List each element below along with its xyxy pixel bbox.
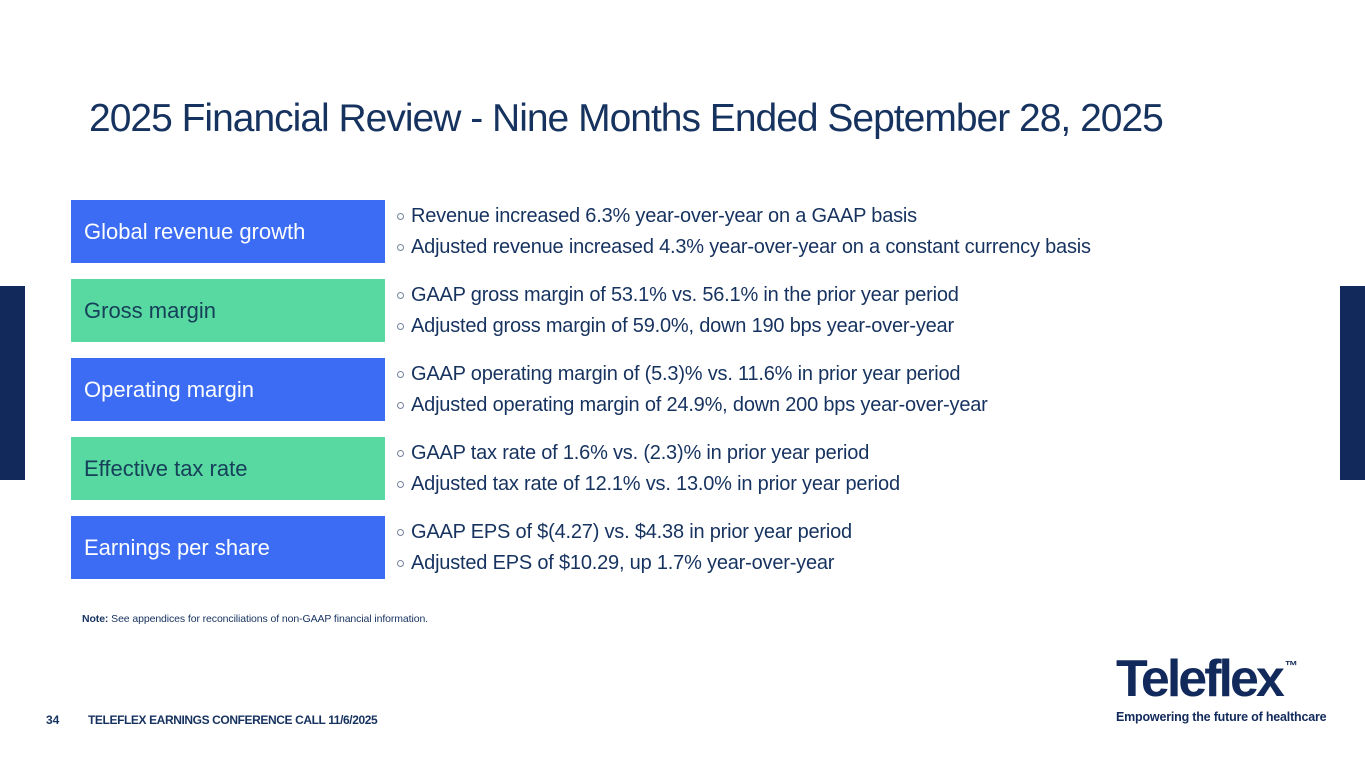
row-operating-margin: Operating margin GAAP operating margin o… — [71, 358, 1091, 421]
bullet-group: GAAP operating margin of (5.3)% vs. 11.6… — [385, 358, 988, 421]
left-accent-bar — [0, 286, 25, 480]
row-label-gross-margin: Gross margin — [71, 279, 385, 342]
bullet-text: GAAP tax rate of 1.6% vs. (2.3)% in prio… — [411, 441, 870, 464]
teleflex-logo: Teleflex ™ Empowering the future of healt… — [1116, 652, 1346, 724]
right-accent-bar — [1340, 286, 1365, 480]
bullet-text: Adjusted gross margin of 59.0%, down 190… — [411, 314, 954, 337]
bullet-text: Adjusted revenue increased 4.3% year-ove… — [411, 235, 1091, 258]
bullet-item: Adjusted EPS of $10.29, up 1.7% year-ove… — [397, 548, 852, 579]
row-gross-margin: Gross margin GAAP gross margin of 53.1% … — [71, 279, 1091, 342]
bullet-circle-icon — [397, 322, 404, 330]
bullet-group: GAAP gross margin of 53.1% vs. 56.1% in … — [385, 279, 959, 342]
row-effective-tax-rate: Effective tax rate GAAP tax rate of 1.6%… — [71, 437, 1091, 500]
bullet-item: Adjusted gross margin of 59.0%, down 190… — [397, 311, 959, 342]
bullet-text: Adjusted EPS of $10.29, up 1.7% year-ove… — [411, 551, 835, 574]
bullet-circle-icon — [397, 370, 404, 378]
bullet-group: GAAP EPS of $(4.27) vs. $4.38 in prior y… — [385, 516, 852, 579]
bullet-circle-icon — [397, 243, 404, 251]
bullet-text: GAAP operating margin of (5.3)% vs. 11.6… — [411, 362, 961, 385]
footnote-label: Note: — [82, 613, 109, 625]
bullet-circle-icon — [397, 559, 404, 567]
row-earnings-per-share: Earnings per share GAAP EPS of $(4.27) v… — [71, 516, 1091, 579]
bullet-item: Revenue increased 6.3% year-over-year on… — [397, 201, 1091, 232]
financial-review-rows: Global revenue growth Revenue increased … — [71, 200, 1091, 579]
row-label-global-revenue-growth: Global revenue growth — [71, 200, 385, 263]
bullet-item: Adjusted operating margin of 24.9%, down… — [397, 390, 988, 421]
bullet-item: GAAP EPS of $(4.27) vs. $4.38 in prior y… — [397, 517, 852, 548]
teleflex-wordmark-text: Teleflex — [1116, 650, 1285, 708]
bullet-text: Revenue increased 6.3% year-over-year on… — [411, 204, 917, 227]
bullet-circle-icon — [397, 212, 404, 220]
bullet-group: GAAP tax rate of 1.6% vs. (2.3)% in prio… — [385, 437, 900, 500]
row-label-operating-margin: Operating margin — [71, 358, 385, 421]
footer-presentation-title: TELEFLEX EARNINGS CONFERENCE CALL 11/6/2… — [88, 713, 378, 727]
footnote-text: See appendices for reconciliations of no… — [108, 613, 429, 625]
bullet-text: Adjusted operating margin of 24.9%, down… — [411, 393, 988, 416]
trademark-symbol: ™ — [1284, 658, 1298, 673]
footer-page-number: 34 — [46, 713, 60, 727]
bullet-circle-icon — [397, 449, 404, 457]
bullet-text: GAAP EPS of $(4.27) vs. $4.38 in prior y… — [411, 520, 852, 543]
bullet-item: GAAP tax rate of 1.6% vs. (2.3)% in prio… — [397, 438, 900, 469]
bullet-circle-icon — [397, 401, 404, 409]
bullet-circle-icon — [397, 528, 404, 536]
page-title: 2025 Financial Review - Nine Months Ende… — [89, 97, 1164, 140]
logo-tagline: Empowering the future of healthcare — [1116, 709, 1327, 724]
bullet-item: Adjusted tax rate of 12.1% vs. 13.0% in … — [397, 469, 900, 500]
teleflex-wordmark: Teleflex ™ — [1116, 652, 1346, 707]
bullet-group: Revenue increased 6.3% year-over-year on… — [385, 200, 1091, 263]
bullet-item: GAAP gross margin of 53.1% vs. 56.1% in … — [397, 280, 959, 311]
bullet-item: Adjusted revenue increased 4.3% year-ove… — [397, 232, 1091, 263]
bullet-text: GAAP gross margin of 53.1% vs. 56.1% in … — [411, 283, 959, 306]
bullet-item: GAAP operating margin of (5.3)% vs. 11.6… — [397, 359, 988, 390]
row-global-revenue-growth: Global revenue growth Revenue increased … — [71, 200, 1091, 263]
bullet-text: Adjusted tax rate of 12.1% vs. 13.0% in … — [411, 472, 900, 495]
row-label-earnings-per-share: Earnings per share — [71, 516, 385, 579]
footnote: Note: See appendices for reconciliations… — [82, 613, 428, 625]
bullet-circle-icon — [397, 291, 404, 299]
row-label-effective-tax-rate: Effective tax rate — [71, 437, 385, 500]
bullet-circle-icon — [397, 480, 404, 488]
